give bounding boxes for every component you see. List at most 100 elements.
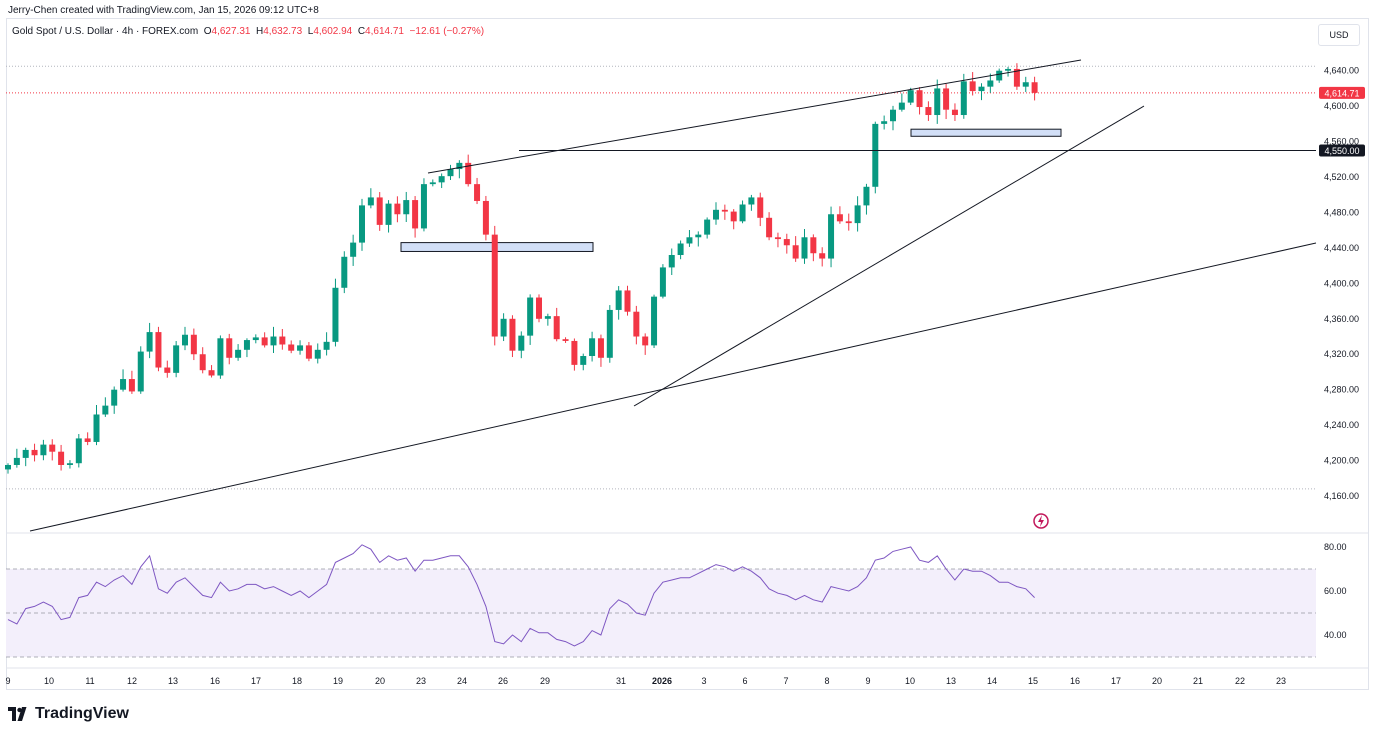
candle[interactable] [120, 379, 127, 390]
candle[interactable] [854, 205, 861, 224]
candle[interactable] [890, 109, 896, 122]
alert-flash-icon[interactable] [1033, 513, 1049, 529]
demand-zone-2[interactable] [910, 128, 1062, 137]
candle[interactable] [84, 438, 91, 442]
candle[interactable] [146, 332, 153, 352]
candle[interactable] [721, 209, 728, 212]
candle[interactable] [633, 311, 640, 337]
candle[interactable] [137, 351, 144, 392]
candle[interactable] [562, 339, 569, 341]
candle[interactable] [792, 245, 799, 259]
candle[interactable] [704, 219, 711, 235]
candle[interactable] [261, 337, 268, 346]
candle[interactable] [420, 184, 427, 229]
candle[interactable] [642, 336, 649, 346]
candle[interactable] [447, 169, 454, 177]
candle[interactable] [111, 389, 118, 406]
candle[interactable] [597, 338, 604, 358]
candle[interactable] [482, 200, 489, 235]
candle[interactable] [916, 90, 923, 108]
candle[interactable] [491, 234, 498, 337]
currency-button[interactable]: USD [1318, 24, 1360, 46]
candle[interactable] [376, 197, 383, 225]
candle[interactable] [553, 316, 560, 340]
candle[interactable] [766, 217, 773, 238]
candle[interactable] [438, 176, 445, 183]
candle[interactable] [615, 290, 622, 310]
candle[interactable] [1031, 82, 1038, 93]
candle[interactable] [208, 370, 215, 376]
candle[interactable] [881, 121, 888, 124]
candle[interactable] [367, 197, 374, 206]
candle[interactable] [713, 209, 719, 220]
candle[interactable] [102, 405, 109, 415]
candle[interactable] [836, 214, 843, 222]
candle[interactable] [757, 197, 764, 218]
candle[interactable] [624, 290, 631, 312]
candle[interactable] [580, 356, 587, 365]
candle[interactable] [465, 162, 472, 185]
symbol-legend[interactable]: Gold Spot / U.S. Dollar · 4h · FOREX.com… [12, 26, 484, 37]
candle[interactable] [819, 253, 826, 259]
candle[interactable] [677, 243, 684, 256]
candle[interactable] [49, 444, 56, 452]
candle[interactable] [394, 203, 401, 215]
candle[interactable] [128, 379, 135, 392]
candle[interactable] [659, 267, 666, 297]
candle[interactable] [872, 123, 879, 187]
candle[interactable] [589, 338, 596, 357]
candle[interactable] [651, 296, 658, 346]
candle[interactable] [456, 162, 463, 170]
candle[interactable] [863, 186, 870, 206]
candle[interactable] [774, 237, 781, 240]
candle[interactable] [75, 438, 82, 464]
candle[interactable] [314, 349, 321, 359]
candle[interactable] [305, 345, 312, 359]
candle[interactable] [164, 367, 171, 373]
candle[interactable] [1013, 68, 1020, 87]
candle[interactable] [783, 239, 790, 246]
candle[interactable] [190, 334, 197, 355]
candle[interactable] [960, 81, 967, 116]
candle[interactable] [996, 70, 1003, 81]
candle[interactable] [969, 81, 976, 92]
candle[interactable] [5, 464, 11, 470]
candle[interactable] [279, 336, 286, 345]
candle[interactable] [385, 203, 392, 225]
candle[interactable] [173, 345, 180, 373]
candle[interactable] [925, 107, 932, 116]
candle[interactable] [13, 457, 20, 465]
candle[interactable] [536, 297, 542, 319]
candle[interactable] [898, 102, 905, 110]
candle[interactable] [235, 349, 242, 358]
candle[interactable] [359, 205, 365, 243]
candle[interactable] [297, 345, 304, 351]
candle[interactable] [571, 340, 578, 365]
symbol-name[interactable]: Gold Spot / U.S. Dollar · 4h · FOREX.com [12, 26, 199, 37]
candle[interactable] [500, 318, 507, 337]
candle[interactable] [978, 86, 985, 92]
candle[interactable] [668, 255, 675, 268]
long-support-trendline[interactable] [29, 242, 1317, 532]
steep-support-trendline[interactable] [633, 105, 1145, 407]
candle[interactable] [951, 109, 958, 116]
candle[interactable] [934, 88, 941, 116]
candle[interactable] [22, 449, 29, 458]
candle[interactable] [987, 80, 994, 87]
candle[interactable] [226, 338, 233, 358]
candle[interactable] [332, 287, 339, 342]
upper-channel-trendline[interactable] [427, 59, 1082, 174]
candle[interactable] [243, 340, 250, 350]
candle[interactable] [845, 221, 852, 224]
candle[interactable] [182, 334, 188, 346]
candle[interactable] [686, 237, 693, 244]
candle[interactable] [40, 444, 47, 456]
candle[interactable] [155, 332, 162, 368]
candle[interactable] [810, 237, 817, 254]
candle[interactable] [1005, 68, 1012, 71]
candle[interactable] [527, 297, 534, 336]
candle[interactable] [350, 242, 357, 257]
candle[interactable] [270, 336, 277, 346]
candle[interactable] [801, 237, 808, 259]
